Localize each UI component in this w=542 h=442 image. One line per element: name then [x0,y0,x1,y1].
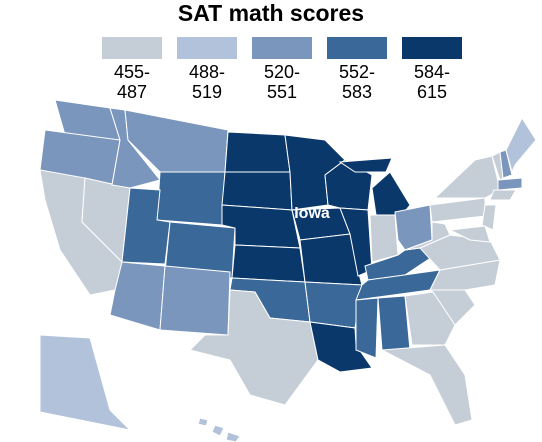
state [448,225,491,243]
state [189,289,319,406]
state [380,344,473,426]
state [197,417,209,427]
state [159,265,231,336]
state [377,295,411,351]
state [505,116,537,174]
state [309,321,373,373]
state [369,214,399,263]
legend-label: 584- 615 [413,62,451,102]
state [481,204,497,231]
legend-label: 520- 551 [263,62,301,102]
state [338,157,393,173]
legend-label: 552- 583 [338,62,376,102]
legend-swatch [402,37,462,59]
state [404,291,456,346]
state [339,207,373,277]
state [299,233,363,286]
state [489,189,517,201]
state [109,261,166,331]
legend-swatch [177,37,237,59]
state [156,171,226,226]
state [371,171,411,216]
state [404,221,451,251]
state-label: Iowa [294,205,330,222]
state [224,131,291,173]
legend-swatch [327,37,387,59]
state [39,334,132,431]
state [433,155,501,199]
state [429,197,486,223]
state [497,177,523,191]
state [231,244,306,283]
state [355,297,379,359]
legend-label: 455- 487 [113,62,151,102]
state [211,424,225,437]
legend-swatch [102,37,162,59]
state [225,431,241,442]
state [304,281,363,329]
state [221,171,293,211]
legend-swatch [252,37,312,59]
map-title: SAT math scores [177,0,365,26]
legend-label: 488- 519 [188,62,226,102]
state [499,149,513,179]
